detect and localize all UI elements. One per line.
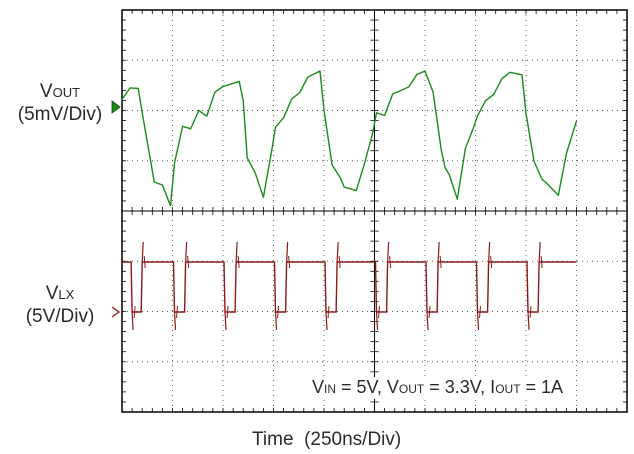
vlx-ringing-spike (479, 305, 482, 319)
vout-label-sub: OUT (52, 85, 81, 100)
vlx-ringing-spike (336, 241, 339, 263)
vlx-label-sub: LX (58, 287, 75, 302)
vlx-ringing-spike (235, 241, 238, 263)
vlx-ringing-spike (288, 255, 291, 269)
vlx-marker-icon (111, 306, 121, 318)
vlx-ringing-spike (389, 255, 392, 269)
vout-value: = 3.3V, (424, 377, 491, 397)
vlx-ringing-spike (327, 305, 330, 319)
vlx-ringing-spike (133, 305, 136, 319)
vlx-ringing-spike (325, 311, 328, 331)
vlx-ringing-spike (476, 311, 480, 331)
iout-main: I (490, 377, 496, 397)
vlx-ringing-spike (428, 305, 431, 319)
vlx-ringing-spike (187, 255, 190, 269)
vlx-ringing-spike (529, 305, 532, 319)
vlx-ringing-spike (226, 305, 229, 319)
vlx-ringing-spike (378, 305, 381, 319)
vlx-ringing-spike (426, 311, 429, 331)
vlx-ringing-spike (527, 311, 530, 331)
vlx-ringing-spike (237, 255, 240, 269)
vout-label-main: V (39, 81, 53, 102)
vlx-ringing-spike (338, 255, 341, 269)
vin-value: = 5V, (336, 377, 387, 397)
vlx-ringing-spike (540, 255, 543, 269)
vlx-label-main: V (45, 283, 59, 304)
iout-value: = 1A (520, 377, 564, 397)
vlx-ringing-spike (277, 305, 280, 319)
vout-sub: OUT (398, 382, 425, 396)
vlx-trace (122, 261, 577, 313)
vlx-ringing-spike (131, 311, 134, 331)
vlx-ringing-spike (173, 311, 177, 331)
vlx-ringing-spike (375, 311, 379, 331)
vlx-ringing-spike (274, 311, 278, 331)
vout-main: V (386, 377, 399, 397)
test-conditions: VIN = 5V, VOUT = 3.3V, IOUT = 1A (310, 377, 566, 399)
vlx-channel-label: VLX (5V/Div) (8, 283, 112, 328)
vlx-ringing-spike (490, 255, 493, 269)
vlx-ringing-spike (185, 241, 188, 263)
vlx-ringing-spike (224, 311, 227, 331)
vlx-ringing-spike (286, 241, 289, 263)
vin-main: V (312, 377, 325, 397)
vout-channel-label: VOUT (5mV/Div) (8, 81, 112, 126)
vout-marker-icon (111, 100, 121, 114)
x-axis-label: Time (250ns/Div) (252, 429, 402, 450)
traces (121, 70, 578, 331)
vlx-ringing-spike (439, 255, 442, 269)
vlx-ringing-spike (141, 241, 144, 263)
vlx-ringing-spike (538, 241, 541, 263)
vlx-scale: (5V/Div) (25, 306, 95, 327)
iout-sub: OUT (495, 382, 521, 396)
vout-scale: (5mV/Div) (17, 104, 103, 125)
vlx-ringing-spike (387, 241, 390, 263)
vin-sub: IN (324, 382, 337, 396)
vlx-ringing-spike (143, 255, 146, 269)
vlx-ringing-spike (437, 241, 440, 263)
vlx-ringing-spike (488, 241, 491, 263)
vout-trace (121, 70, 578, 207)
vlx-ringing-spike (176, 305, 179, 319)
